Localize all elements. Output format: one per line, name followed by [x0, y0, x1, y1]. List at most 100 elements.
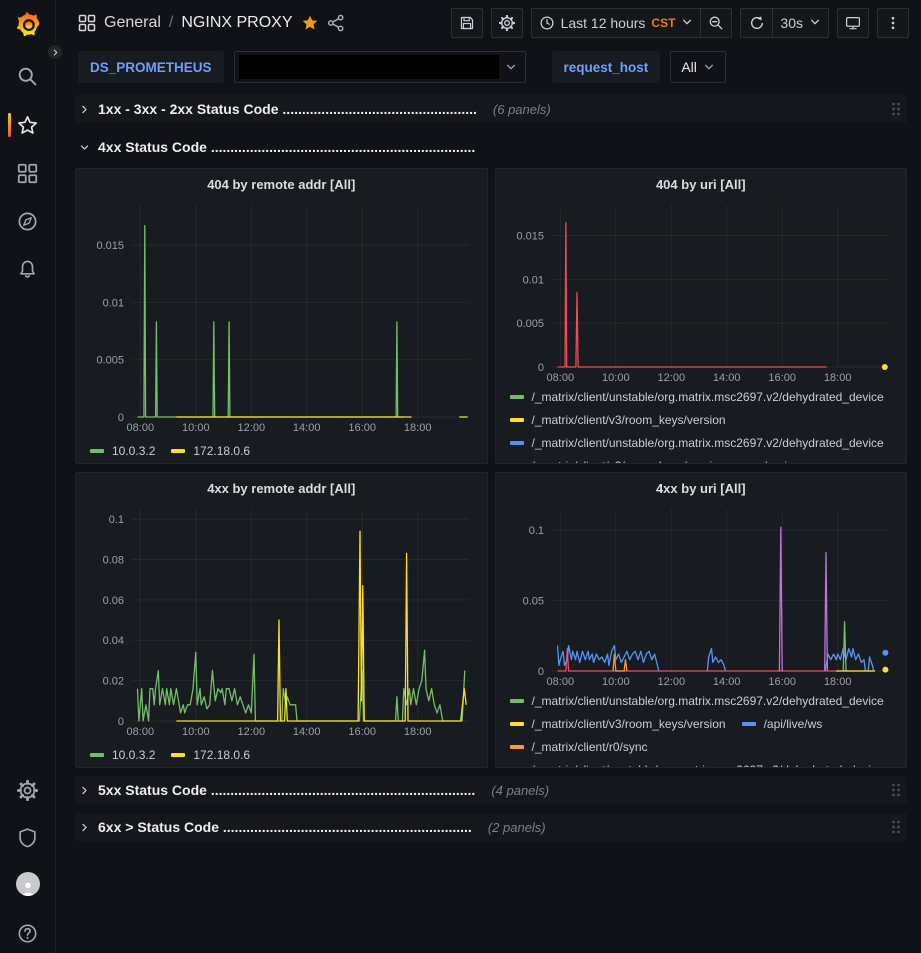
- request-host-label[interactable]: request_host: [551, 51, 661, 83]
- svg-text:18:00: 18:00: [404, 726, 432, 738]
- bell-icon: [17, 259, 38, 280]
- row-header-6xx[interactable]: 6xx > Status Code ......................…: [75, 813, 907, 841]
- sidebar-item-configuration[interactable]: [0, 776, 55, 804]
- legend-item[interactable]: /_matrix/client/v3/room_keys/version: [510, 454, 726, 464]
- legend-series-name: /_matrix/client/unstable/org.matrix.msc2…: [532, 763, 884, 768]
- time-series-chart[interactable]: 0 0.02 0.04 0.06 0.08 0.1 08:00 10:00 12:00 14:00…: [82, 501, 481, 739]
- svg-text:0.1: 0.1: [528, 525, 543, 537]
- legend-series-swatch: [509, 744, 524, 749]
- row-header-4xx[interactable]: 4xx Status Code ........................…: [75, 133, 907, 161]
- sidebar-item-explore[interactable]: [0, 207, 55, 235]
- gear-icon: [17, 780, 38, 801]
- panel-title[interactable]: 404 by remote addr [All]: [207, 177, 356, 192]
- legend-item[interactable]: 172.18.0.6: [171, 439, 250, 462]
- legend-item[interactable]: 10.0.3.2: [90, 743, 155, 766]
- svg-text:0: 0: [537, 666, 543, 678]
- svg-text:16:00: 16:00: [348, 422, 376, 434]
- grafana-logo-icon[interactable]: [11, 9, 44, 42]
- svg-text:0.1: 0.1: [109, 514, 124, 526]
- row-header-5xx[interactable]: 5xx Status Code ........................…: [75, 776, 907, 804]
- refresh-icon: [749, 15, 765, 31]
- variables-bar: DS_PROMETHEUS request_host All: [56, 46, 921, 88]
- time-picker-group: Last 12 hours CST: [530, 8, 733, 38]
- tv-mode-button[interactable]: [837, 8, 869, 38]
- time-series-chart[interactable]: 0 0.005 0.01 0.015 08:00 10:00 12:00 14:00 16:00…: [502, 197, 901, 385]
- zoom-out-icon: [708, 15, 724, 31]
- compass-icon: [17, 211, 38, 232]
- breadcrumb-section[interactable]: General: [104, 14, 161, 31]
- legend-item[interactable]: 172.18.0.6: [171, 743, 250, 766]
- sidebar-item-help[interactable]: [0, 919, 55, 947]
- dashboard-title[interactable]: NGINX PROXY: [181, 14, 293, 31]
- time-range-button[interactable]: Last 12 hours CST: [530, 8, 701, 38]
- svg-text:14:00: 14:00: [293, 422, 321, 434]
- dashboard-settings-button[interactable]: [490, 8, 523, 38]
- request-host-select[interactable]: All: [670, 51, 726, 83]
- shield-icon: [17, 827, 38, 848]
- svg-text:08:00: 08:00: [127, 726, 155, 738]
- chart-svg: 0 0.005 0.01 0.015 08:00 10:00 12:00 14:00 16:00…: [516, 205, 889, 384]
- row-drag-handle[interactable]: [889, 781, 903, 799]
- legend-item[interactable]: /_matrix/client/unstable/org.matrix.msc2…: [509, 431, 884, 454]
- clock-icon: [539, 15, 555, 31]
- ds-prometheus-label[interactable]: DS_PROMETHEUS: [78, 51, 224, 83]
- save-dashboard-button[interactable]: [450, 8, 483, 38]
- panel-404-by-remote-addr: 404 by remote addr [All] 0 0.005 0.01 0.015…: [75, 168, 488, 464]
- sidebar-item-dashboards[interactable]: [0, 159, 55, 187]
- chevron-right-icon: [51, 48, 60, 57]
- sidebar-expand-button[interactable]: [46, 43, 64, 61]
- time-series-chart[interactable]: 0 0.005 0.01 0.015 08:00 10:00 12:00 14:00 16:00…: [82, 197, 481, 435]
- legend-item[interactable]: /_matrix/client/v3/room_keys/version: [509, 712, 726, 735]
- legend-item[interactable]: /api/live/ws: [741, 712, 822, 735]
- svg-text:12:00: 12:00: [238, 726, 266, 738]
- toolbar: Last 12 hours CST 30s: [450, 8, 909, 38]
- row-drag-handle[interactable]: [889, 818, 903, 836]
- legend-item[interactable]: /_matrix/client/unstable/org.matrix.msc2…: [509, 689, 884, 712]
- sidebar-item-alerting[interactable]: [0, 255, 55, 283]
- top-nav: General / NGINX PROXY Last 12 hours CST: [56, 0, 921, 46]
- legend-item[interactable]: /sw.js: [742, 454, 793, 464]
- legend-item[interactable]: /_matrix/client/unstable/org.matrix.msc2…: [509, 385, 884, 408]
- breadcrumb-separator: /: [168, 14, 174, 31]
- legend-item[interactable]: /_matrix/client/r0/sync: [509, 735, 648, 758]
- panel-row-top: 404 by remote addr [All] 0 0.005 0.01 0.015…: [75, 168, 907, 464]
- more-options-button[interactable]: [877, 8, 909, 38]
- panel-title[interactable]: 4xx by remote addr [All]: [207, 481, 356, 496]
- favorite-star-icon[interactable]: [301, 14, 319, 32]
- sidebar-item-profile[interactable]: [0, 870, 55, 898]
- ds-prometheus-select[interactable]: [233, 51, 526, 83]
- legend-series-name: 172.18.0.6: [193, 443, 251, 458]
- panel-title[interactable]: 404 by uri [All]: [655, 177, 746, 192]
- row-drag-handle[interactable]: [889, 100, 903, 118]
- time-series-chart[interactable]: 0 0.05 0.1 08:00 10:00 12:00 14:00 16:00 18:00: [502, 501, 901, 689]
- sidebar-item-server-admin[interactable]: [0, 823, 55, 851]
- apps-grid-icon: [78, 14, 96, 32]
- legend-item[interactable]: /_matrix/client/v3/room_keys/version: [509, 408, 726, 431]
- svg-text:14:00: 14:00: [293, 726, 321, 738]
- search-icon[interactable]: [0, 62, 55, 90]
- panel-title[interactable]: 4xx by uri [All]: [655, 481, 746, 496]
- legend-series-name: /_matrix/client/v3/room_keys/version: [531, 716, 726, 731]
- timezone-label: CST: [651, 16, 676, 30]
- svg-text:12:00: 12:00: [657, 676, 685, 688]
- save-icon: [459, 15, 475, 31]
- zoom-out-time-button[interactable]: [700, 8, 733, 38]
- legend-item[interactable]: /_matrix/client/unstable/org.matrix.msc2…: [510, 758, 884, 768]
- share-icon[interactable]: [327, 14, 345, 32]
- legend-series-name: /_matrix/client/unstable/org.matrix.msc2…: [531, 389, 884, 404]
- dashboard-grid: 1xx - 3xx - 2xx Status Code ............…: [56, 88, 921, 841]
- gear-icon: [499, 15, 515, 31]
- refresh-interval-label: 30s: [780, 15, 803, 31]
- svg-text:10:00: 10:00: [182, 422, 210, 434]
- sidebar-item-starred[interactable]: [0, 111, 55, 139]
- chart-svg: 0 0.005 0.01 0.015 08:00 10:00 12:00 14:00 16:00…: [96, 205, 469, 434]
- svg-text:0: 0: [118, 716, 124, 728]
- row-header-1xx-3xx-2xx[interactable]: 1xx - 3xx - 2xx Status Code ............…: [75, 95, 907, 123]
- refresh-interval-button[interactable]: 30s: [772, 8, 829, 38]
- panel-404-by-uri: 404 by uri [All] 0 0.005 0.01 0.015 08:00 10:…: [494, 168, 907, 464]
- legend-item[interactable]: 10.0.3.2: [90, 439, 155, 462]
- refresh-button[interactable]: [740, 8, 773, 38]
- svg-text:18:00: 18:00: [823, 372, 851, 384]
- svg-text:14:00: 14:00: [712, 676, 740, 688]
